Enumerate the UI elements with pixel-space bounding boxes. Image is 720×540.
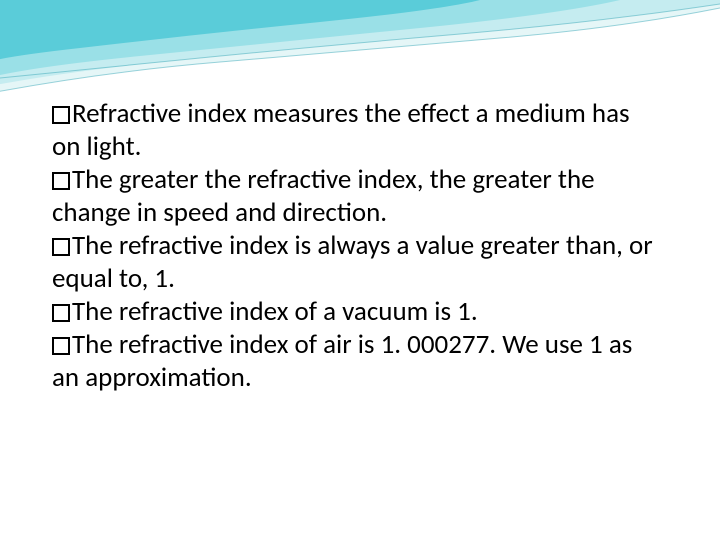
square-bullet-icon — [52, 172, 70, 190]
wave-layer-4 — [0, 0, 720, 95]
bullet-text: The refractive index of a vacuum is 1. — [72, 295, 478, 328]
bullet-item: The greater the refractive index, the gr… — [52, 164, 660, 230]
square-bullet-icon — [52, 304, 70, 322]
wave-layer-3 — [0, 0, 720, 88]
bullet-text: The refractive index is always a value g… — [52, 229, 653, 295]
bullet-text: The refractive index of air is 1. 000277… — [52, 328, 632, 394]
bullet-text: The greater the refractive index, the gr… — [52, 163, 595, 229]
wave-stroke-1 — [0, 8, 720, 95]
wave-layer-1 — [0, 0, 480, 65]
square-bullet-icon — [52, 238, 70, 256]
bullet-item: The refractive index of air is 1. 000277… — [52, 329, 660, 395]
bullet-item: Refractive index measures the effect a m… — [52, 98, 660, 164]
wave-layer-2 — [0, 0, 620, 80]
slide-body: Refractive index measures the effect a m… — [52, 98, 660, 394]
square-bullet-icon — [52, 337, 70, 355]
wave-stroke-2 — [0, 4, 720, 80]
bullet-item: The refractive index is always a value g… — [52, 230, 660, 296]
bullet-text: Refractive index measures the effect a m… — [52, 97, 630, 163]
bullet-item: The refractive index of a vacuum is 1. — [52, 296, 660, 329]
square-bullet-icon — [52, 106, 70, 124]
